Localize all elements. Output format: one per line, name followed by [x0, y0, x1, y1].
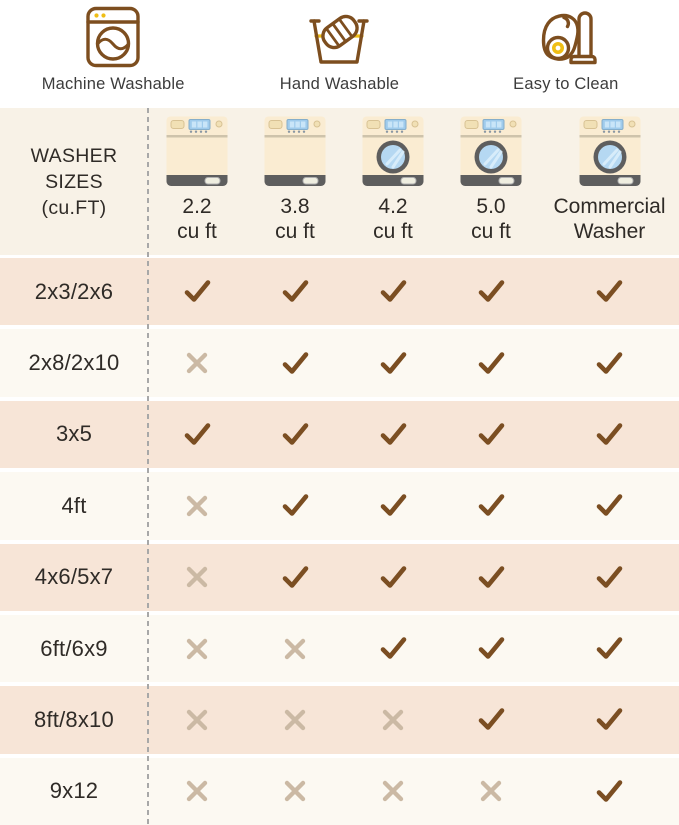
feature-easy-to-clean: Easy to Clean — [453, 0, 679, 108]
feature-label: Hand Washable — [279, 75, 400, 93]
cross-icon — [442, 778, 540, 804]
rug-size-label: 2x8/2x10 — [28, 350, 120, 376]
feature-label: Easy to Clean — [513, 75, 619, 93]
check-icon — [442, 490, 540, 521]
washing-machine-icon — [81, 4, 145, 70]
table-row: 2x8/2x10 — [0, 329, 679, 397]
check-icon — [246, 276, 344, 307]
column-header-3-8-cuft: 3.8 cu ft — [246, 108, 344, 255]
check-icon — [540, 276, 679, 307]
size-table-header: WASHER SIZES (cu.FT) 2.2 cu ft — [0, 108, 679, 255]
table-row: 9x12 — [0, 757, 679, 825]
check-icon — [246, 490, 344, 521]
check-icon — [148, 419, 246, 450]
rug-size-label: 2x3/2x6 — [34, 278, 114, 304]
feature-hand-washable: Hand Washable — [226, 0, 452, 108]
check-icon — [344, 276, 442, 307]
rug-size-label: 8ft/8x10 — [34, 706, 114, 732]
front-load-washer-icon — [362, 116, 424, 186]
check-icon — [540, 490, 679, 521]
check-icon — [442, 704, 540, 735]
check-icon — [442, 419, 540, 450]
check-icon — [344, 562, 442, 593]
size-table-body: 2x3/2x6 2x8/2x10 3x5 4ft 4x6/5x7 6ft/6x9 8ft/8… — [0, 255, 679, 825]
feature-label: Machine Washable — [41, 75, 185, 93]
check-icon — [344, 633, 442, 664]
table-row: 4ft — [0, 472, 679, 540]
table-row: 2x3/2x6 — [0, 258, 679, 326]
check-icon — [344, 490, 442, 521]
check-icon — [442, 633, 540, 664]
cross-icon — [246, 636, 344, 662]
check-icon — [540, 704, 679, 735]
features-legend: Machine Washable Hand Washable — [0, 0, 679, 108]
feature-machine-washable: Machine Washable — [0, 0, 226, 108]
check-icon — [442, 276, 540, 307]
check-icon — [246, 348, 344, 379]
check-icon — [442, 348, 540, 379]
front-load-washer-icon — [579, 116, 641, 186]
check-icon — [344, 348, 442, 379]
column-header-5-0-cuft: 5.0 cu ft — [442, 108, 540, 255]
front-load-washer-icon — [460, 116, 522, 186]
check-icon — [540, 776, 679, 807]
cross-icon — [246, 778, 344, 804]
top-load-washer-icon — [264, 116, 326, 186]
column-header-commercial-washer: Commercial Washer — [540, 108, 679, 255]
cross-icon — [148, 564, 246, 590]
table-row: 3x5 — [0, 400, 679, 469]
hand-wash-icon — [306, 4, 372, 70]
washer-sizes-header: WASHER SIZES (cu.FT) — [30, 144, 118, 219]
cross-icon — [148, 493, 246, 519]
cross-icon — [246, 707, 344, 733]
column-header-2-2-cuft: 2.2 cu ft — [148, 108, 246, 255]
cross-icon — [344, 707, 442, 733]
vacuum-cleaner-icon — [534, 4, 598, 70]
table-row: 8ft/8x10 — [0, 686, 679, 754]
check-icon — [344, 419, 442, 450]
cross-icon — [344, 778, 442, 804]
cross-icon — [148, 707, 246, 733]
rug-size-label: 6ft/6x9 — [40, 635, 108, 661]
table-row: 6ft/6x9 — [0, 614, 679, 683]
column-header-4-2-cuft: 4.2 cu ft — [344, 108, 442, 255]
rug-size-label: 4x6/5x7 — [34, 564, 114, 590]
check-icon — [540, 633, 679, 664]
cross-icon — [148, 350, 246, 376]
cross-icon — [148, 778, 246, 804]
check-icon — [540, 419, 679, 450]
check-icon — [246, 419, 344, 450]
table-row: 4x6/5x7 — [0, 543, 679, 611]
rug-size-label: 4ft — [61, 492, 87, 518]
rug-size-label: 3x5 — [55, 421, 93, 447]
check-icon — [246, 562, 344, 593]
check-icon — [540, 562, 679, 593]
check-icon — [540, 348, 679, 379]
cross-icon — [148, 636, 246, 662]
top-load-washer-icon — [166, 116, 228, 186]
rug-size-label: 9x12 — [49, 778, 99, 804]
check-icon — [442, 562, 540, 593]
check-icon — [148, 276, 246, 307]
